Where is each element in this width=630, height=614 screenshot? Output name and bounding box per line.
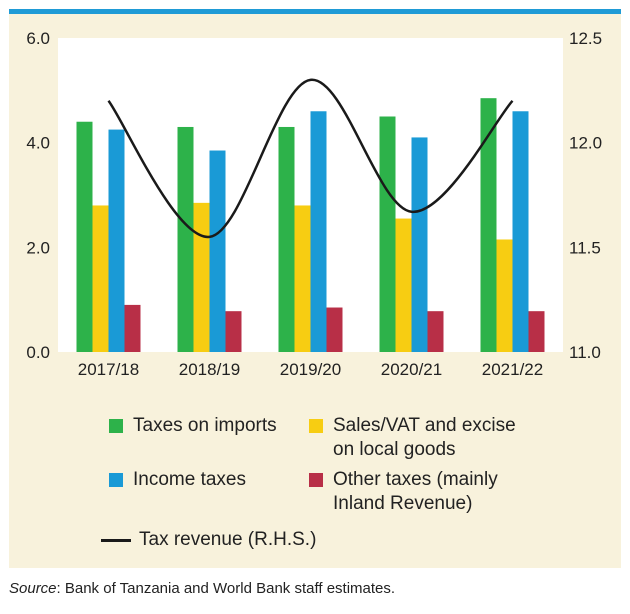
legend-line-tax-revenue bbox=[101, 539, 131, 542]
x-tick-label: 2018/19 bbox=[179, 360, 240, 379]
bar bbox=[92, 205, 109, 352]
bar bbox=[480, 98, 497, 352]
bar bbox=[209, 150, 226, 352]
tax-revenue-line bbox=[107, 78, 514, 239]
legend-item-vat: Sales/VAT and excise on local goods bbox=[309, 414, 516, 462]
x-tick-label: 2021/22 bbox=[482, 360, 543, 379]
bar bbox=[427, 311, 444, 352]
x-tick-label: 2020/21 bbox=[381, 360, 442, 379]
y2-tick-label: 12.5 bbox=[569, 29, 602, 48]
bar bbox=[177, 126, 194, 352]
chart-panel: 0.0 2.0 4.0 6.0 11.0 11.5 12.0 12.5 2017/18 2018/… bbox=[9, 9, 621, 568]
bar bbox=[496, 239, 513, 352]
bar bbox=[411, 137, 428, 352]
legend-label-imports: Taxes on imports bbox=[133, 415, 277, 436]
bar bbox=[512, 111, 529, 353]
legend-item-other: Other taxes (mainly Inland Revenue) bbox=[309, 468, 498, 516]
bar bbox=[379, 116, 396, 352]
bar bbox=[528, 311, 545, 352]
legend-swatch-other bbox=[309, 473, 323, 487]
y-tick-label: 0.0 bbox=[26, 343, 50, 362]
bar bbox=[225, 311, 242, 352]
legend-swatch-income bbox=[109, 473, 123, 487]
y-tick-label: 6.0 bbox=[26, 29, 50, 48]
source-label: Source bbox=[9, 580, 57, 597]
y-tick-label: 2.0 bbox=[26, 238, 50, 257]
bar bbox=[193, 202, 210, 352]
bar bbox=[294, 205, 311, 352]
bar bbox=[278, 126, 295, 352]
legend-label-vat: Sales/VAT and excise on local goods bbox=[333, 415, 516, 460]
bar bbox=[124, 304, 141, 352]
bar bbox=[108, 129, 125, 352]
y2-tick-label: 11.5 bbox=[569, 238, 601, 257]
legend-label-tax-revenue: Tax revenue (R.H.S.) bbox=[139, 529, 317, 550]
legend-item-tax-revenue: Tax revenue (R.H.S.) bbox=[101, 528, 316, 552]
y-tick-label: 4.0 bbox=[26, 134, 50, 153]
bar bbox=[395, 218, 412, 352]
bar bbox=[310, 111, 327, 353]
legend-swatch-vat bbox=[309, 419, 323, 433]
bar bbox=[76, 121, 93, 352]
source-text: : Bank of Tanzania and World Bank staff … bbox=[56, 580, 396, 597]
x-tick-label: 2017/18 bbox=[78, 360, 139, 379]
y2-tick-label: 11.0 bbox=[569, 343, 601, 362]
x-tick-label: 2019/20 bbox=[280, 360, 341, 379]
legend-label-income: Income taxes bbox=[133, 469, 246, 490]
legend-label-other: Other taxes (mainly Inland Revenue) bbox=[333, 469, 498, 514]
source-note: Source: Bank of Tanzania and World Bank … bbox=[9, 580, 395, 597]
y2-tick-label: 12.0 bbox=[569, 134, 602, 153]
legend-item-income: Income taxes bbox=[109, 468, 246, 492]
legend: Taxes on imports Sales/VAT and excise on… bbox=[9, 406, 621, 566]
legend-item-imports: Taxes on imports bbox=[109, 414, 277, 438]
bar bbox=[326, 307, 343, 352]
chart-svg: 0.0 2.0 4.0 6.0 11.0 11.5 12.0 12.5 2017/18 2018/… bbox=[26, 29, 602, 379]
legend-swatch-imports bbox=[109, 419, 123, 433]
